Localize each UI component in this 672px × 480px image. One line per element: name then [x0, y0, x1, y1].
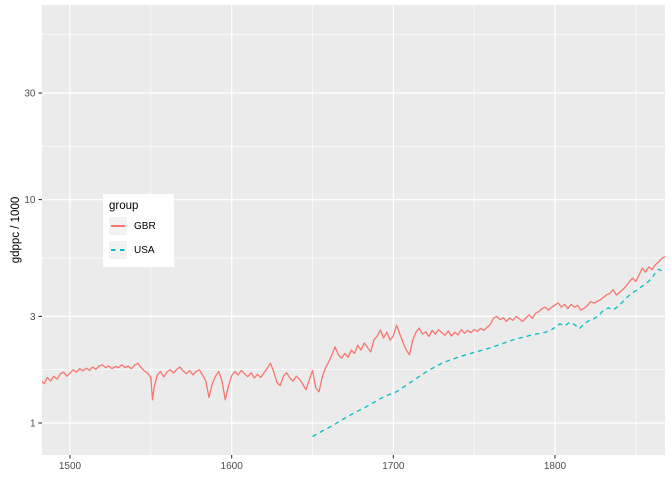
- y-tick-label: 3: [30, 312, 36, 323]
- legend-label-gbr: GBR: [134, 220, 156, 232]
- x-tick-label: 1600: [221, 461, 244, 472]
- x-tick-label: 1500: [59, 461, 82, 472]
- legend-label-usa: USA: [134, 244, 155, 256]
- gbr-line-sample-icon: [111, 225, 125, 227]
- legend-item-usa: USA: [109, 241, 169, 259]
- legend-key-gbr: [109, 217, 127, 235]
- legend-item-gbr: GBR: [109, 217, 169, 235]
- y-tick-label: 10: [24, 195, 36, 206]
- x-tick-label: 1700: [382, 461, 405, 472]
- series-line-gbr: [42, 256, 665, 401]
- series-line-usa: [312, 268, 665, 438]
- y-tick-label: 30: [24, 89, 36, 100]
- usa-line-sample-icon: [111, 249, 125, 251]
- legend-key-usa: [109, 241, 127, 259]
- y-tick-label: 1: [30, 419, 36, 430]
- y-axis-title: gdppc / 1000: [10, 196, 22, 264]
- x-tick-label: 1800: [544, 461, 567, 472]
- legend: group GBR USA: [103, 194, 174, 267]
- legend-title: group: [109, 200, 139, 212]
